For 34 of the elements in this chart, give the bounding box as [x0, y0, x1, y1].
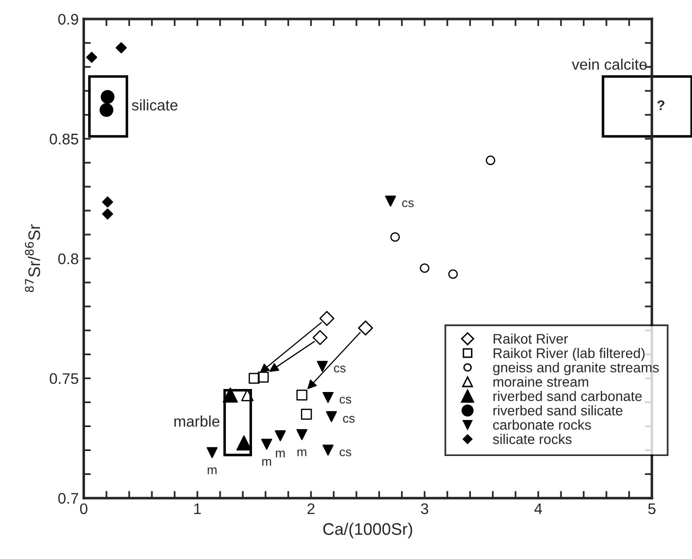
- legend-label: silicate rocks: [492, 434, 572, 444]
- annotation: marble: [174, 415, 220, 427]
- annotation: vein calcite: [572, 58, 647, 70]
- y-axis-title: $^{87}$Sr/$^{86}$Sr: [24, 224, 40, 292]
- legend-label: carbonate rocks: [493, 420, 591, 430]
- annotation: silicate: [132, 99, 178, 111]
- annotation: cs: [334, 366, 346, 372]
- x-tick-label: 5: [648, 503, 656, 514]
- annotation: cs: [402, 200, 414, 208]
- y-tick-label: 0.75: [50, 373, 78, 384]
- legend-label: gneiss and granite streams: [493, 362, 659, 376]
- annotation: m: [262, 459, 272, 466]
- x-tick-label: 3: [420, 503, 428, 514]
- annotation: cs: [343, 416, 355, 423]
- y-tick-label: 0.8: [58, 253, 78, 264]
- x-tick-label: 4: [534, 503, 542, 514]
- text: ?: [657, 100, 664, 110]
- legend-label: Raikot River (lab filtered): [494, 348, 645, 361]
- x-tick-label: 0: [80, 503, 88, 514]
- y-tick-label: 0.85: [50, 134, 78, 144]
- legend-label: moraine stream: [493, 376, 588, 387]
- annotation: m: [208, 467, 217, 474]
- annotation: m: [298, 449, 306, 456]
- legend-label: riverbed sand silicate: [493, 405, 622, 416]
- annotation: m: [276, 450, 285, 458]
- annotation: cs: [340, 396, 352, 404]
- legend-label: riverbed sand carbonate: [493, 390, 642, 402]
- y-tick-label: 0.9: [58, 14, 78, 25]
- x-tick-label: 2: [308, 503, 314, 514]
- annotation: cs: [340, 449, 352, 456]
- x-axis-title: Ca/(1000Sr): [323, 522, 412, 538]
- legend-label: Raikot River: [494, 334, 568, 344]
- y-tick-label: 0.7: [58, 492, 78, 504]
- x-tick-label: 1: [194, 503, 201, 514]
